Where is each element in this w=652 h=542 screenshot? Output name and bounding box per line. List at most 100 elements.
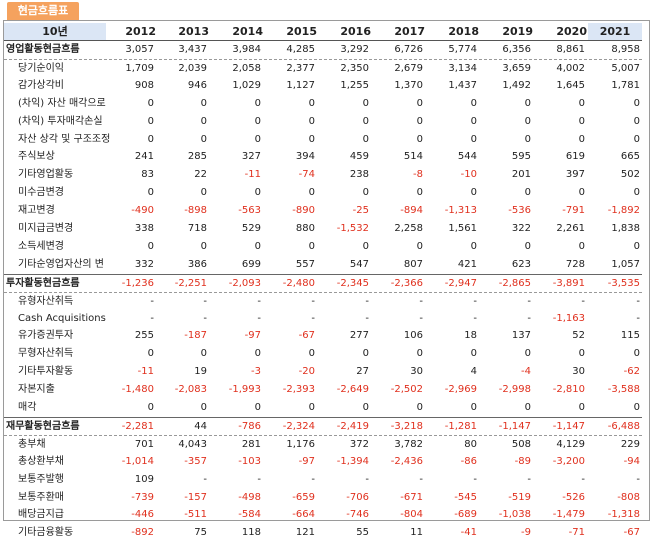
cell-value: 623 (511, 258, 531, 270)
cell-value: -739 (131, 491, 154, 503)
cell-value: -2,998 (498, 384, 531, 396)
cell-value: 0 (416, 402, 423, 413)
table-row: 기타투자활동 -11 19 -3 -20 27 30 4 -4 30 -62 (4, 363, 642, 381)
cell-value: -97 (298, 455, 315, 467)
cell-value: 0 (416, 240, 423, 252)
cell-value: 0 (633, 115, 640, 127)
cell-value: -898 (184, 205, 207, 217)
cell-value: -892 (131, 527, 154, 539)
cell-value: 0 (633, 240, 640, 252)
cell-value: - (473, 312, 477, 324)
cell-value: 0 (308, 348, 315, 360)
cell-value: - (203, 312, 207, 324)
cell-value: 4 (470, 366, 477, 378)
cell-value: 0 (254, 402, 261, 413)
cell-value: 1,029 (232, 79, 261, 91)
cell-value: 30 (410, 366, 423, 378)
cell-value: 115 (620, 330, 640, 342)
cell-value: 397 (565, 169, 585, 181)
cell-value: - (257, 312, 261, 324)
cell-value: 0 (470, 402, 477, 413)
cell-value: 0 (416, 348, 423, 360)
cell-value: -1,014 (121, 455, 154, 467)
cell-value: 0 (254, 240, 261, 252)
cell-value: -2,865 (498, 277, 531, 289)
row-label: 자본지출 (18, 384, 55, 396)
cell-value: 2,258 (394, 223, 423, 234)
cell-value: 0 (254, 97, 261, 109)
cell-value: -511 (184, 509, 207, 521)
cell-value: 0 (578, 97, 585, 109)
cell-value: - (311, 473, 315, 485)
cell-value: - (581, 473, 585, 485)
row-label: (차익) 자산 매각으로 (18, 97, 106, 109)
table-header: 10년 2012 2013 2014 2015 2016 2017 2018 2019 2020… (4, 23, 642, 41)
cell-value: -1,394 (336, 455, 369, 467)
cell-value: 0 (633, 187, 640, 199)
cell-value: 0 (470, 115, 477, 127)
cell-value: 0 (254, 187, 261, 199)
cell-value: 8,861 (556, 44, 585, 55)
cell-value: 52 (572, 330, 585, 342)
cell-value: 109 (134, 473, 154, 485)
tab-cashflow[interactable]: 현금흐름표 (7, 2, 79, 20)
cell-value: 0 (578, 133, 585, 145)
cell-value: 0 (147, 115, 154, 127)
cell-value: 0 (524, 97, 531, 109)
cell-value: -157 (184, 491, 207, 503)
cell-value: 619 (565, 151, 585, 163)
cell-value: -526 (562, 491, 585, 503)
table-row: 총부채 701 4,043 281 1,176 372 3,782 80 508 4,129 229 (4, 434, 642, 454)
cell-value: 0 (308, 115, 315, 127)
cell-value: -1,892 (607, 205, 640, 217)
cell-value: -2,251 (174, 277, 207, 289)
cell-value: 0 (416, 187, 423, 199)
row-label: 총상환부채 (18, 455, 64, 467)
cell-value: 0 (308, 402, 315, 413)
cell-value: -498 (238, 491, 261, 503)
section-row: 투자활동현금흐름 -1,236 -2,251 -2,093 -2,480 -2,345 -2… (4, 273, 642, 293)
cell-value: - (311, 312, 315, 324)
cell-value: 2,350 (340, 62, 369, 74)
cell-value: -3,200 (552, 455, 585, 467)
cell-value: - (527, 295, 531, 307)
cell-value: -490 (131, 205, 154, 217)
cell-value: -563 (238, 205, 261, 217)
cell-value: 0 (524, 240, 531, 252)
cell-value: 529 (241, 223, 261, 234)
cell-value: 0 (200, 115, 207, 127)
cell-value: 30 (572, 366, 585, 378)
cell-value: -1,480 (121, 384, 154, 396)
cell-value: 3,659 (502, 62, 531, 74)
cell-value: 2,261 (556, 223, 585, 234)
cell-value: -519 (508, 491, 531, 503)
cell-value: 1,176 (286, 438, 315, 450)
row-label: Cash Acquisitions (18, 312, 106, 324)
cell-value: 2,377 (286, 62, 315, 74)
row-label: 미지급금변경 (18, 223, 74, 234)
cell-value: - (203, 295, 207, 307)
table-row: 기타영업활동 83 22 -11 -74 238 -8 -10 201 397 502 (4, 166, 642, 184)
cell-value: 0 (524, 133, 531, 145)
table-row: 유가증권투자 255 -187 -97 -67 277 106 18 137 52 115 (4, 327, 642, 345)
cell-value: -3,588 (607, 384, 640, 396)
table-row: (차익) 자산 매각으로 0 0 0 0 0 0 0 0 0 0 (4, 95, 642, 113)
row-label: 유형자산취득 (18, 295, 74, 307)
cell-value: 5,774 (448, 44, 477, 55)
cell-value: 27 (356, 366, 369, 378)
header-year: 2019 (502, 25, 533, 38)
cell-value: 0 (200, 240, 207, 252)
cell-value: 5,007 (611, 62, 640, 74)
cell-value: -11 (244, 169, 261, 181)
cell-value: -2,281 (121, 420, 154, 432)
row-label: 재고변경 (18, 205, 55, 217)
table-frame (3, 20, 650, 521)
cell-value: -6,488 (607, 420, 640, 432)
cell-value: - (257, 295, 261, 307)
cell-value: 1,370 (394, 79, 423, 91)
cell-value: - (636, 295, 640, 307)
cell-value: - (419, 312, 423, 324)
cell-value: 0 (147, 402, 154, 413)
row-label: 배당금지급 (18, 509, 64, 521)
cell-value: -659 (292, 491, 315, 503)
